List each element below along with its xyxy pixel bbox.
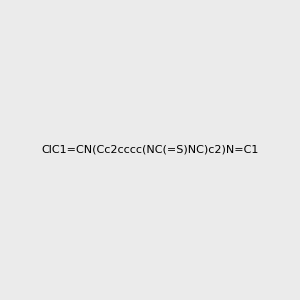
Text: ClC1=CN(Cc2cccc(NC(=S)NC)c2)N=C1: ClC1=CN(Cc2cccc(NC(=S)NC)c2)N=C1 [41, 145, 259, 155]
